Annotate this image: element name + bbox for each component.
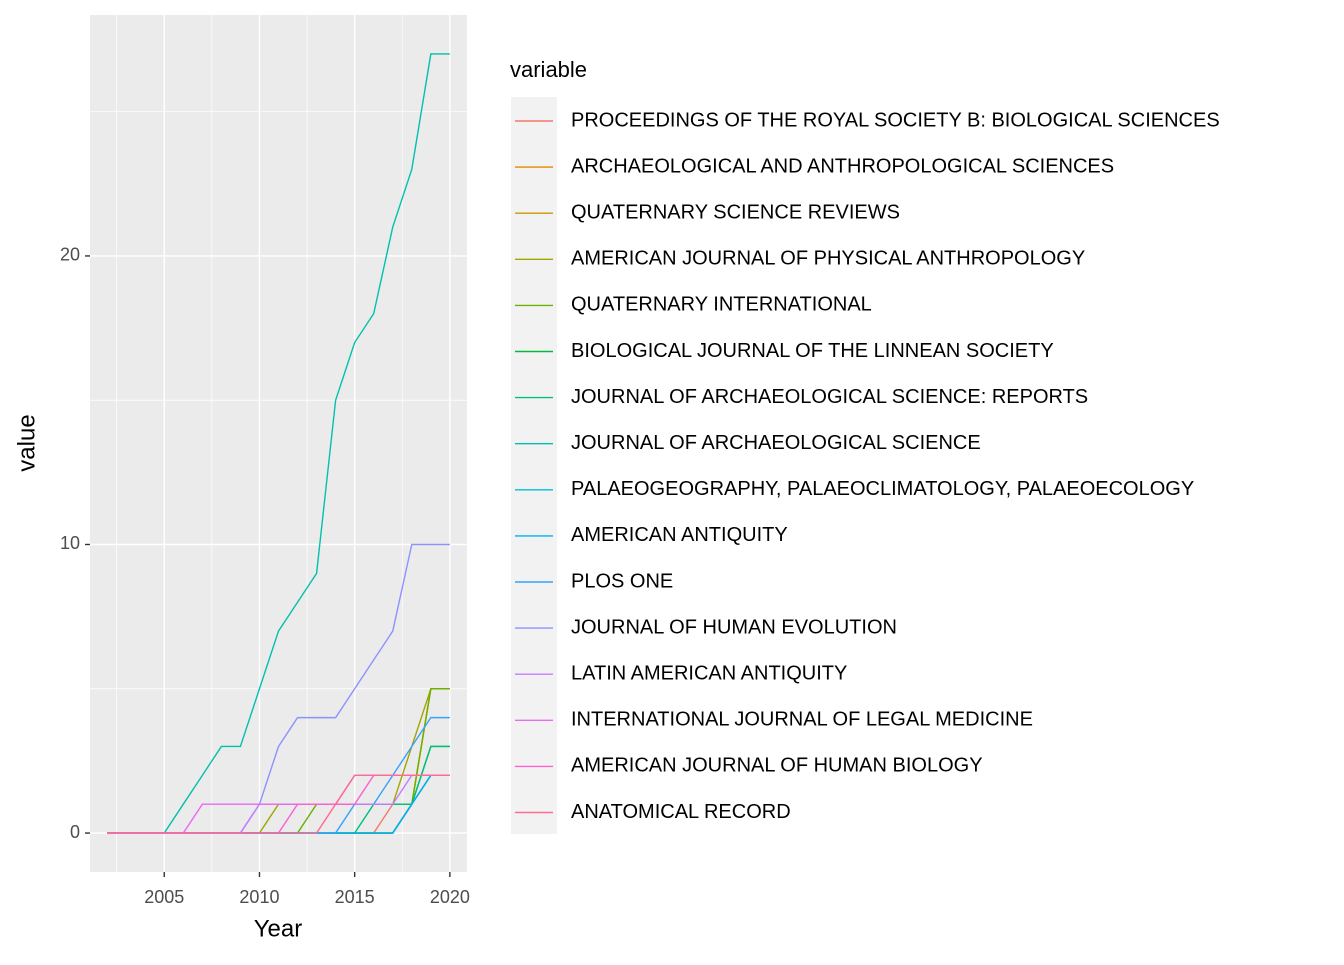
legend-label: JOURNAL OF HUMAN EVOLUTION [571, 616, 897, 638]
legend-label: PALAEOGEOGRAPHY, PALAEOCLIMATOLOGY, PALA… [571, 478, 1194, 500]
x-axis-title: Year [254, 915, 303, 942]
legend-label: QUATERNARY SCIENCE REVIEWS [571, 201, 900, 223]
legend-label: AMERICAN JOURNAL OF HUMAN BIOLOGY [571, 755, 983, 777]
x-tick-label: 2020 [430, 887, 470, 907]
y-axis-title: value [13, 414, 40, 471]
axes: 0 10 20 2005 2010 2015 2020 [60, 245, 470, 907]
legend-label: JOURNAL OF ARCHAEOLOGICAL SCIENCE [571, 432, 981, 454]
legend-label: AMERICAN ANTIQUITY [571, 524, 788, 546]
plot-panel [90, 15, 467, 872]
legend-label: LATIN AMERICAN ANTIQUITY [571, 662, 847, 684]
x-tick-label: 2005 [144, 887, 184, 907]
legend: PROCEEDINGS OF THE ROYAL SOCIETY B: BIOL… [515, 109, 1220, 823]
lines [107, 53, 450, 834]
legend-label: JOURNAL OF ARCHAEOLOGICAL SCIENCE: REPOR… [571, 386, 1088, 408]
legend-title: variable [510, 57, 587, 82]
x-tick-label: 2015 [335, 887, 375, 907]
legend-label: ANATOMICAL RECORD [571, 801, 791, 823]
legend-label: AMERICAN JOURNAL OF PHYSICAL ANTHROPOLOG… [571, 248, 1085, 270]
y-tick-label: 10 [60, 533, 80, 553]
series-line [107, 774, 450, 834]
y-tick-label: 20 [60, 245, 80, 265]
legend-label: PLOS ONE [571, 570, 673, 592]
legend-label: BIOLOGICAL JOURNAL OF THE LINNEAN SOCIET… [571, 340, 1054, 362]
legend-label: INTERNATIONAL JOURNAL OF LEGAL MEDICINE [571, 709, 1033, 731]
grid [90, 15, 467, 872]
x-tick-label: 2010 [239, 887, 279, 907]
legend-label: QUATERNARY INTERNATIONAL [571, 294, 872, 316]
legend-label: ARCHAEOLOGICAL AND ANTHROPOLOGICAL SCIEN… [571, 155, 1114, 177]
legend-label: PROCEEDINGS OF THE ROYAL SOCIETY B: BIOL… [571, 109, 1220, 131]
legend-key-background [511, 97, 557, 834]
y-tick-label: 0 [70, 822, 80, 842]
